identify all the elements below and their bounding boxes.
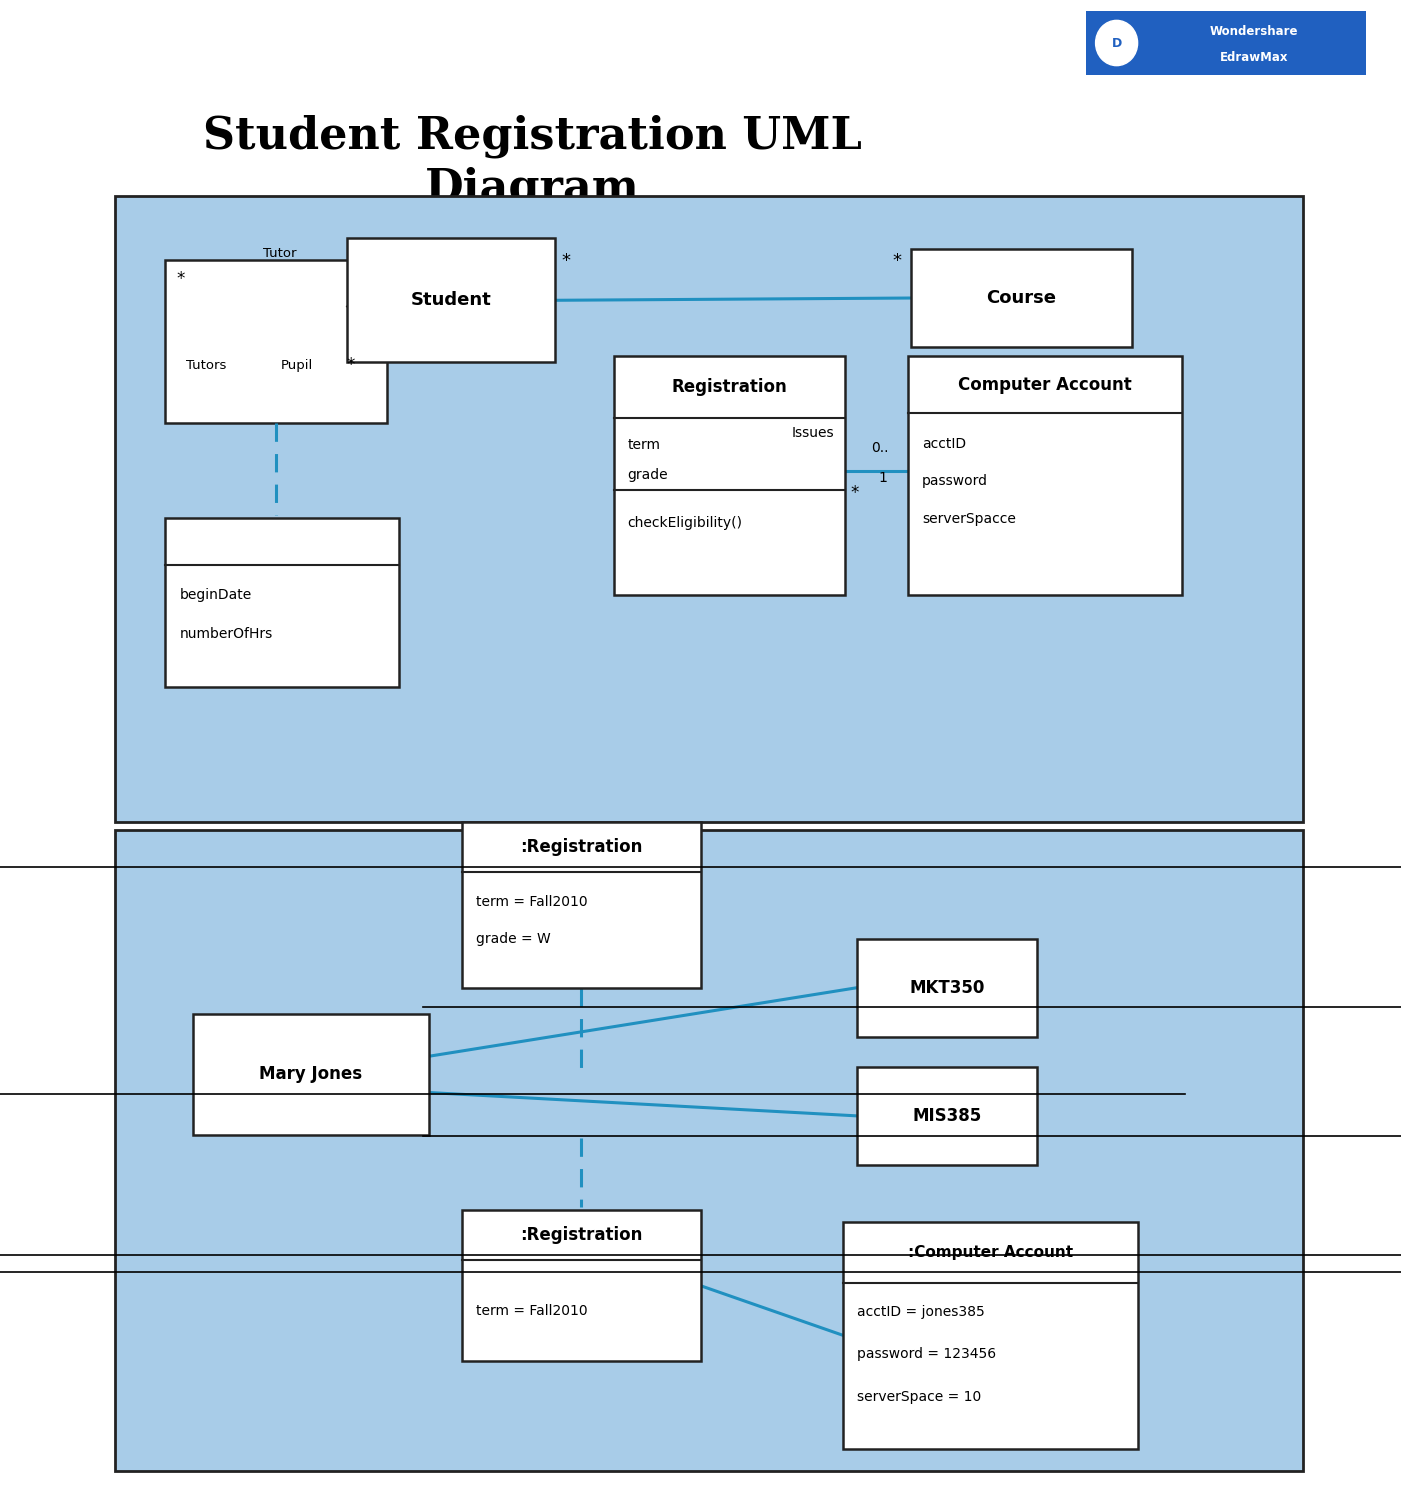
FancyBboxPatch shape [165,260,387,423]
FancyBboxPatch shape [462,1210,700,1361]
Text: password = 123456: password = 123456 [857,1348,996,1361]
Text: beginDate: beginDate [179,589,252,602]
Text: MIS385: MIS385 [912,1108,982,1124]
Text: serverSpacce: serverSpacce [922,512,1016,527]
Text: :Registration: :Registration [520,839,643,856]
FancyBboxPatch shape [857,1067,1037,1165]
Text: grade = W: grade = W [476,931,551,946]
FancyBboxPatch shape [614,356,845,595]
Text: EdrawMax: EdrawMax [1220,51,1288,63]
FancyBboxPatch shape [347,238,555,362]
Text: *: * [562,252,570,270]
Text: checkEligibility(): checkEligibility() [628,516,743,530]
Text: term = Fall2010: term = Fall2010 [476,1304,588,1317]
FancyBboxPatch shape [115,830,1303,1471]
Text: acctID = jones385: acctID = jones385 [857,1305,985,1319]
Text: Computer Account: Computer Account [958,376,1132,394]
Text: numberOfHrs: numberOfHrs [179,628,273,641]
Text: :Registration: :Registration [520,1227,643,1243]
Text: acctID: acctID [922,436,965,451]
Text: Registration: Registration [671,379,787,397]
FancyBboxPatch shape [115,196,1303,822]
Text: Student Registration UML: Student Registration UML [203,115,862,157]
FancyBboxPatch shape [843,1222,1138,1449]
Text: Wondershare: Wondershare [1209,24,1299,38]
Text: Tutors: Tutors [186,359,227,373]
FancyBboxPatch shape [193,1014,429,1135]
Text: Tutor: Tutor [263,247,297,260]
Text: grade: grade [628,468,668,483]
Text: Issues: Issues [792,426,834,439]
Text: term = Fall2010: term = Fall2010 [476,895,588,910]
Text: :Computer Account: :Computer Account [908,1245,1073,1260]
Text: D: D [1111,36,1122,50]
Text: Student: Student [410,291,492,309]
Text: Diagram: Diagram [425,167,640,210]
Text: Course: Course [986,290,1056,306]
Circle shape [1096,21,1138,66]
Text: Pupil: Pupil [280,359,312,373]
FancyBboxPatch shape [165,518,399,687]
Text: *: * [177,270,185,288]
Text: MKT350: MKT350 [909,979,985,996]
Text: *: * [347,356,356,374]
Text: Mary Jones: Mary Jones [259,1065,363,1083]
FancyBboxPatch shape [857,939,1037,1037]
Text: *: * [892,252,901,270]
FancyBboxPatch shape [462,822,700,988]
Text: term: term [628,438,661,453]
FancyBboxPatch shape [1086,11,1366,75]
Text: password: password [922,474,988,489]
Text: 0..: 0.. [871,441,888,454]
Text: 1: 1 [878,471,887,484]
Text: serverSpace = 10: serverSpace = 10 [857,1390,982,1403]
FancyBboxPatch shape [911,249,1132,347]
Text: *: * [850,484,859,502]
FancyBboxPatch shape [908,356,1182,595]
